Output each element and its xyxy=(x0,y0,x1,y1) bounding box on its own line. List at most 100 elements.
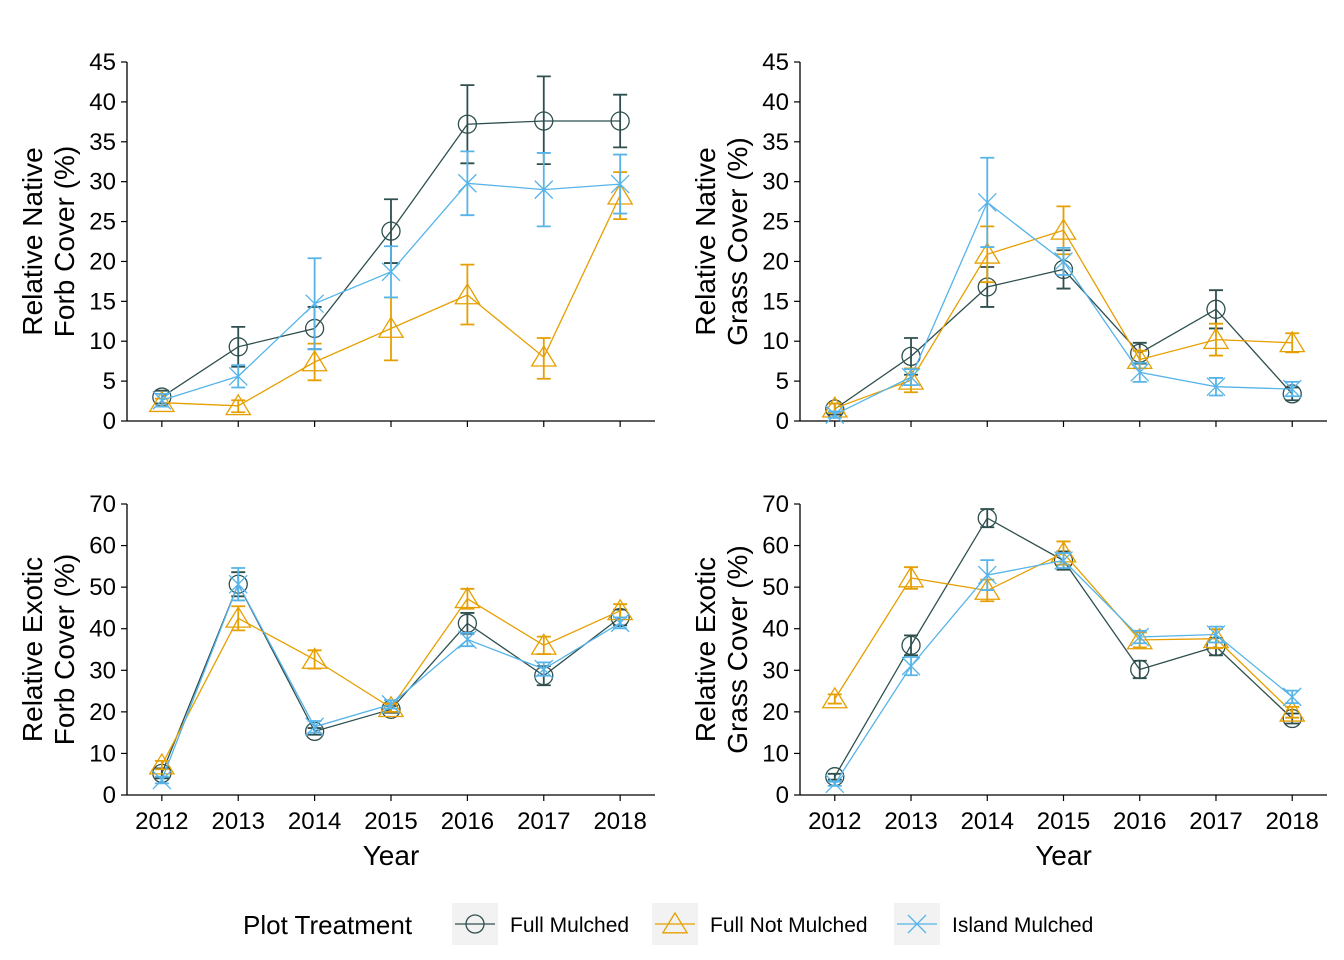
y-axis-title-line: Grass Cover (%) xyxy=(722,545,753,753)
data-point xyxy=(305,294,325,314)
y-tick-label: 25 xyxy=(89,209,116,236)
y-axis-title-line: Forb Cover (%) xyxy=(49,146,80,337)
y-tick-label: 30 xyxy=(762,169,789,196)
y-tick-label: 50 xyxy=(89,574,116,601)
series-island-mulched xyxy=(152,150,630,410)
error-bar xyxy=(536,337,551,380)
y-axis-title: Relative ExoticGrass Cover (%) xyxy=(690,545,753,753)
y-tick-label: 10 xyxy=(89,328,116,355)
series-line xyxy=(161,582,621,781)
data-point xyxy=(530,633,558,655)
legend-item-full-not-mulched: Full Not Mulched xyxy=(652,903,868,945)
legend-label: Full Not Mulched xyxy=(710,914,868,937)
legend: Plot Treatment Full Mulched Full Not Mulc… xyxy=(243,903,1093,945)
data-point xyxy=(1130,659,1150,680)
data-point xyxy=(534,180,554,200)
panel-4: 0 10 20 30 40 50 60 70 2012 2013 2014 2015 2016 2017 2… xyxy=(690,491,1327,871)
data-point xyxy=(1282,379,1302,399)
data-point xyxy=(1206,299,1226,319)
y-tick-label: 10 xyxy=(762,740,789,767)
error-bar xyxy=(536,75,551,166)
data-point xyxy=(1202,626,1230,649)
y-axis-title-line: Forb Cover (%) xyxy=(49,554,80,745)
y-tick-label: 35 xyxy=(762,129,789,156)
y-tick-label: 40 xyxy=(89,89,116,116)
x-tick-label: 2017 xyxy=(517,808,570,835)
legend-item-island-mulched: Island Mulched xyxy=(894,903,1093,945)
data-point xyxy=(901,635,921,655)
data-point xyxy=(457,114,478,134)
data-point xyxy=(530,344,558,367)
error-bar xyxy=(980,508,995,529)
data-point xyxy=(381,221,401,241)
data-point xyxy=(901,656,921,676)
data-point xyxy=(457,630,477,649)
data-point xyxy=(1126,627,1153,650)
data-point xyxy=(152,770,172,790)
legend-key-marker xyxy=(661,911,689,934)
y-axis-title-line: Relative Native xyxy=(690,147,721,335)
data-point xyxy=(224,606,252,628)
data-point xyxy=(974,242,1001,264)
series-island-mulched xyxy=(152,567,630,790)
y-tick-label: 70 xyxy=(762,491,789,518)
y-tick-label: 60 xyxy=(89,533,116,560)
data-point xyxy=(1278,700,1306,722)
y-tick-label: 10 xyxy=(89,740,116,767)
y-tick-label: 5 xyxy=(103,368,116,395)
data-point xyxy=(825,774,845,794)
y-axis-title: Relative ExoticForb Cover (%) xyxy=(17,554,80,745)
data-point xyxy=(381,262,401,282)
x-tick-label: 2013 xyxy=(884,808,937,835)
data-point xyxy=(152,390,172,410)
y-tick-label: 30 xyxy=(89,169,116,196)
panel-1: 0 5 10 15 20 25 30 35 40 45 Relative NativeForb Co… xyxy=(17,49,655,435)
x-tick-label: 2014 xyxy=(961,808,1014,835)
series-line xyxy=(834,552,1293,713)
x-tick-label: 2018 xyxy=(1266,808,1319,835)
x-tick-label: 2015 xyxy=(1037,808,1090,835)
x-tick-label: 2016 xyxy=(441,808,494,835)
y-axis-title-line: Grass Cover (%) xyxy=(722,137,753,345)
data-point xyxy=(1206,377,1226,397)
x-tick-label: 2012 xyxy=(135,808,188,835)
data-point xyxy=(381,694,401,714)
error-bar xyxy=(231,399,246,414)
y-axis-title: Relative NativeForb Cover (%) xyxy=(17,146,80,337)
y-tick-label: 60 xyxy=(762,533,789,560)
series-line xyxy=(161,582,621,774)
y-tick-label: 45 xyxy=(762,49,789,76)
data-point xyxy=(454,586,481,609)
legend-items: Full Mulched Full Not Mulched Island Mulch… xyxy=(452,903,1093,945)
y-tick-label: 30 xyxy=(89,657,116,684)
y-tick-label: 40 xyxy=(762,616,789,643)
y-tick-label: 70 xyxy=(89,491,116,518)
series-full-mulched xyxy=(152,571,630,784)
y-axis-title-line: Relative Native xyxy=(17,147,48,335)
y-tick-label: 5 xyxy=(776,368,789,395)
data-point xyxy=(977,565,997,585)
series-line xyxy=(834,559,1293,785)
error-bar xyxy=(1285,332,1300,354)
y-tick-label: 35 xyxy=(89,129,116,156)
data-point xyxy=(148,390,176,413)
y-axis-title-line: Relative Exotic xyxy=(17,557,48,742)
data-point xyxy=(228,366,248,386)
legend-item-full-mulched: Full Mulched xyxy=(452,903,629,945)
error-bar xyxy=(307,649,322,670)
x-tick-label: 2013 xyxy=(212,808,265,835)
data-point xyxy=(610,111,630,131)
data-point xyxy=(1130,362,1150,382)
data-point xyxy=(454,282,481,305)
y-tick-label: 20 xyxy=(762,248,789,275)
series-full-not-mulched xyxy=(148,586,634,775)
x-tick-label: 2016 xyxy=(1113,808,1166,835)
data-point xyxy=(1054,551,1073,570)
y-tick-label: 20 xyxy=(762,699,789,726)
data-point xyxy=(901,367,921,387)
x-tick-label: 2012 xyxy=(808,808,861,835)
data-point xyxy=(534,659,554,679)
data-point xyxy=(224,393,252,416)
data-point xyxy=(610,174,630,194)
